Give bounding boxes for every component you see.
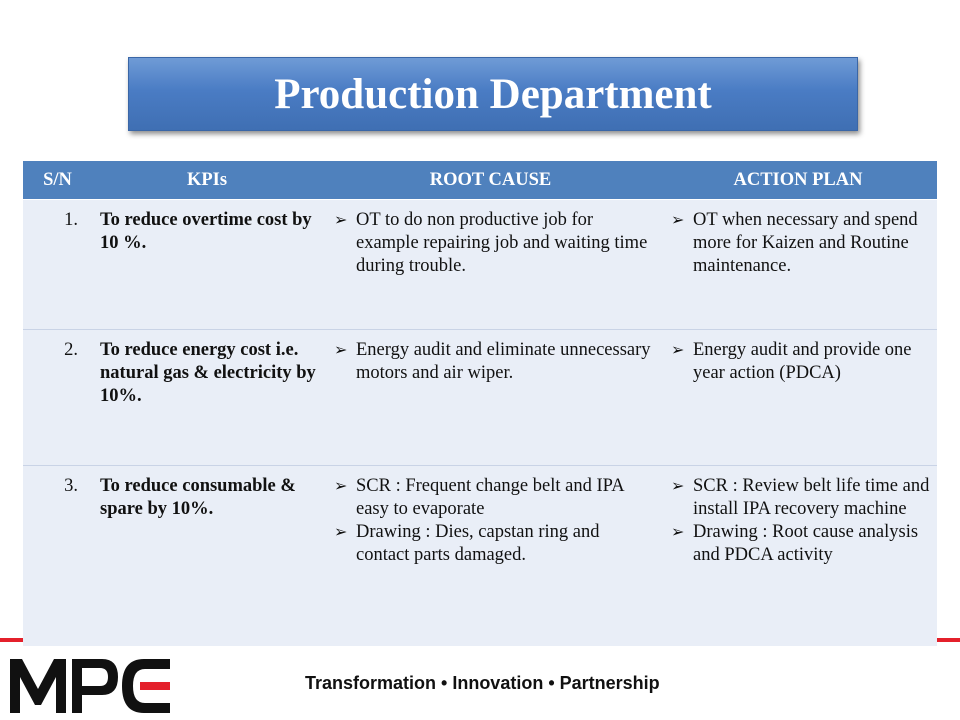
list-item: ➢ OT to do non productive job for example… — [334, 210, 648, 276]
table-header-row: S/N KPIs ROOT CAUSE ACTION PLAN — [23, 161, 937, 200]
arrow-bullet-icon: ➢ — [671, 478, 685, 495]
list-item: ➢ Energy audit and eliminate unnecessary … — [334, 340, 651, 383]
mpc-logo — [10, 659, 170, 713]
arrow-bullet-icon: ➢ — [334, 478, 348, 495]
list-item: ➢ Drawing : Dies, capstan ring and contac… — [334, 522, 600, 565]
row-kpi: To reduce energy cost i.e. natural gas &… — [92, 329, 322, 466]
kpi-table: S/N KPIs ROOT CAUSE ACTION PLAN 1. To re… — [23, 161, 937, 646]
table-row: 2. To reduce energy cost i.e. natural ga… — [23, 329, 937, 466]
header-root-cause: ROOT CAUSE — [322, 161, 659, 200]
list-item: ➢ Drawing : Root cause analysis and PDCA … — [671, 522, 919, 565]
red-divider-right — [937, 638, 960, 642]
row-root-cause: ➢ Energy audit and eliminate unnecessary … — [322, 329, 659, 466]
page-title: Production Department — [274, 70, 712, 118]
row-sn: 2. — [23, 329, 92, 466]
header-kpis: KPIs — [92, 161, 322, 200]
list-item: ➢ Energy audit and provide one year actio… — [671, 340, 912, 383]
arrow-bullet-icon: ➢ — [671, 524, 685, 541]
arrow-bullet-icon: ➢ — [671, 212, 685, 229]
table-row: 3. To reduce consumable & spare by 10%. … — [23, 465, 937, 646]
arrow-bullet-icon: ➢ — [334, 212, 348, 229]
row-kpi: To reduce consumable & spare by 10%. — [92, 465, 322, 646]
row-action-plan: ➢ OT when necessary and spend more for Ka… — [659, 199, 937, 330]
row-root-cause: ➢ SCR : Frequent change belt and IPA easy… — [322, 465, 659, 646]
list-item: ➢ SCR : Frequent change belt and IPA easy… — [334, 476, 624, 519]
row-action-plan: ➢ SCR : Review belt life time and install… — [659, 465, 937, 646]
row-sn: 1. — [23, 199, 92, 330]
list-item: ➢ SCR : Review belt life time and install… — [671, 476, 930, 519]
title-banner: Production Department — [128, 57, 858, 131]
row-kpi: To reduce overtime cost by 10 %. — [92, 199, 322, 330]
table-row: 1. To reduce overtime cost by 10 %. ➢ OT … — [23, 199, 937, 330]
row-sn: 3. — [23, 465, 92, 646]
row-root-cause: ➢ OT to do non productive job for example… — [322, 199, 659, 330]
arrow-bullet-icon: ➢ — [334, 524, 348, 541]
footer-tagline: Transformation • Innovation • Partnershi… — [305, 673, 660, 693]
arrow-bullet-icon: ➢ — [671, 342, 685, 359]
row-action-plan: ➢ Energy audit and provide one year actio… — [659, 329, 937, 466]
list-item: ➢ OT when necessary and spend more for Ka… — [671, 210, 918, 276]
header-action-plan: ACTION PLAN — [659, 161, 937, 200]
arrow-bullet-icon: ➢ — [334, 342, 348, 359]
red-divider-left — [0, 638, 23, 642]
header-sn: S/N — [23, 161, 92, 200]
